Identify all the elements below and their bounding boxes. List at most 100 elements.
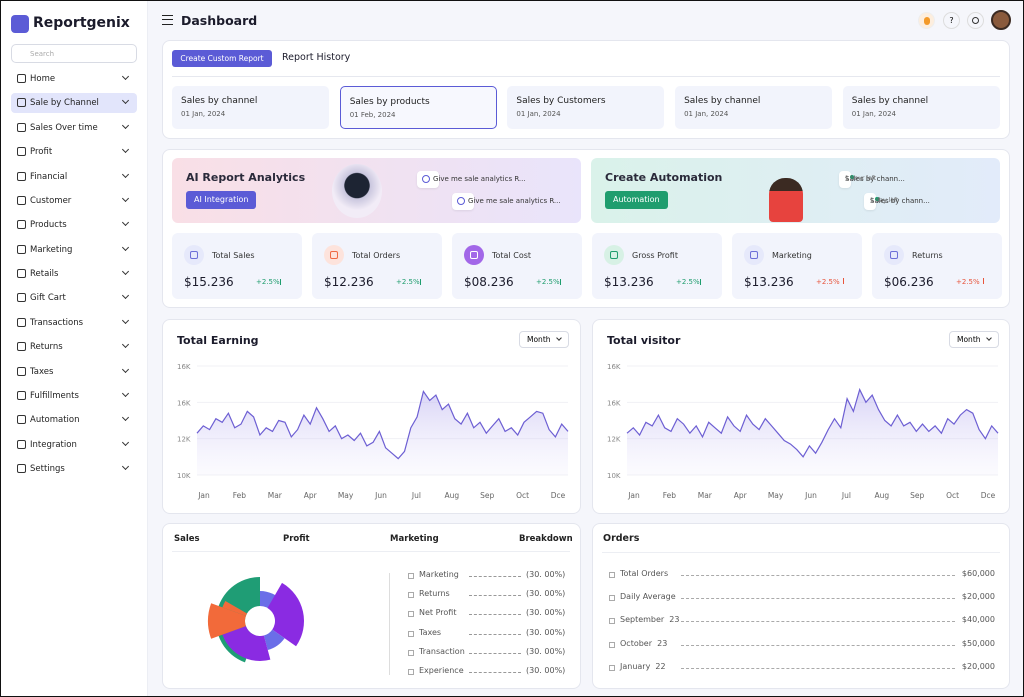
report-card[interactable]: Sales by channel 01 Jan, 2024	[675, 86, 833, 129]
nav-item[interactable]: Financial	[11, 167, 137, 187]
x-tick-label: Jun	[374, 491, 387, 500]
trend-arrow	[980, 278, 985, 284]
y-tick-label: 16K	[177, 363, 191, 371]
kpi-change: +2.5%	[676, 278, 702, 286]
divider	[602, 552, 1000, 553]
nav-icon	[17, 366, 26, 376]
page-title: Dashboard	[181, 13, 258, 28]
kpi-icon	[884, 245, 904, 265]
kpi-change: +2.5%	[396, 278, 422, 286]
leader	[469, 614, 521, 616]
kpi-label: Marketing	[772, 251, 812, 260]
visitor-card	[592, 319, 1010, 514]
tab[interactable]: Sales	[174, 534, 200, 544]
avatar[interactable]	[991, 10, 1011, 30]
nav-item[interactable]: Gift Cart	[11, 288, 137, 308]
nav-item[interactable]: Sales Over time	[11, 118, 137, 138]
tab[interactable]: Marketing	[390, 534, 439, 544]
nav-icon	[17, 98, 26, 108]
order-box	[609, 641, 615, 648]
legend-value: (30. 00%)	[526, 608, 566, 618]
report-card[interactable]: Sales by channel 01 Jan, 2024	[842, 86, 1000, 129]
x-tick-label: Jul	[841, 491, 851, 500]
nav-icon	[17, 74, 26, 83]
nav-icon	[17, 147, 26, 157]
legend-label: Experience	[419, 666, 464, 675]
kpi-label: Gross Profit	[632, 251, 678, 260]
legend-label: Marketing	[419, 570, 459, 579]
kpi-change: +2.5%	[956, 278, 985, 286]
menu-icon[interactable]	[162, 15, 173, 25]
filter-dropdown[interactable]: Month	[949, 331, 999, 348]
polar-segment	[263, 629, 285, 650]
nav-icon	[17, 244, 26, 254]
automation-banner	[591, 158, 1000, 223]
kpi-glyph	[890, 251, 898, 259]
nav-item[interactable]: Automation	[11, 410, 137, 430]
nav-item[interactable]: Taxes	[11, 362, 137, 382]
orders-title: Orders	[603, 533, 640, 544]
legend-value: (30. 00%)	[526, 570, 566, 579]
nav-item[interactable]: Products	[11, 215, 137, 235]
nav-item[interactable]: Profit	[11, 142, 137, 162]
nav-item[interactable]: Fulfillments	[11, 386, 137, 406]
filter-dropdown[interactable]: Month	[519, 331, 569, 348]
create-report-button[interactable]: Create Custom Report	[172, 50, 272, 67]
report-card[interactable]: Sales by channel 01 Jan, 2024	[172, 86, 329, 129]
trend-arrow	[700, 279, 704, 285]
kpi-value: $15.236	[184, 275, 234, 289]
chip-time: 1 hour left	[845, 175, 877, 182]
help[interactable]: ?	[943, 12, 960, 29]
chip: Sales by chann... 1 day left	[864, 193, 930, 210]
nav-item[interactable]: Returns	[11, 337, 137, 357]
nav-icon	[17, 122, 26, 132]
order-box	[609, 664, 615, 671]
kpi-icon	[604, 245, 624, 265]
nav-item[interactable]: Home	[11, 69, 137, 89]
nav-icon	[17, 342, 26, 352]
x-tick-label: Jun	[804, 491, 817, 500]
chip: Sales by chann... 1 hour left	[839, 171, 905, 188]
legend-label: Net Profit	[419, 608, 457, 618]
x-tick-label: Sep	[480, 491, 494, 500]
kpi-icon	[464, 245, 484, 265]
kpi-change: +2.5%	[256, 278, 282, 286]
chat-icon	[422, 175, 430, 183]
chip-text: Sales by chann...	[845, 175, 905, 183]
report-name: Sales by Customers	[516, 96, 606, 106]
y-tick-label: 12K	[607, 436, 621, 444]
tab[interactable]: Breakdown	[519, 534, 573, 544]
polar-segment	[267, 582, 304, 647]
report-card[interactable]: Sales by Customers 01 Jan, 2024	[507, 86, 665, 129]
banner-button[interactable]: AI Integration	[186, 191, 257, 209]
kpi-icon	[184, 245, 204, 265]
leader	[469, 633, 521, 635]
trend-arrow	[420, 279, 424, 285]
legend-box	[408, 611, 414, 618]
x-tick-label: Oct	[516, 491, 529, 500]
kpi-value: $08.236	[464, 275, 514, 289]
nav-item[interactable]: Retails	[11, 264, 137, 284]
tab[interactable]: Profit	[283, 534, 310, 544]
nav-item[interactable]: Settings	[11, 459, 137, 479]
nav-item[interactable]: Transactions	[11, 313, 137, 333]
leader	[681, 644, 955, 646]
nav-item[interactable]: Marketing	[11, 240, 137, 260]
x-tick-label: May	[768, 491, 784, 500]
report-name: Sales by channel	[684, 96, 761, 106]
nav-item[interactable]: Integration	[11, 435, 137, 455]
kpi-label: Total Cost	[492, 251, 532, 260]
report-history-tab[interactable]: Report History	[282, 52, 351, 63]
chip-time: 1 day left	[870, 197, 899, 204]
nav-item[interactable]: Customer	[11, 191, 137, 211]
trend-arrow	[280, 279, 284, 285]
x-tick-label: Aug	[444, 491, 459, 500]
leader	[681, 621, 955, 623]
report-card[interactable]: Sales by products 01 Feb, 2024	[339, 86, 497, 129]
settings-icon[interactable]	[967, 12, 984, 29]
banner-button[interactable]: Automation	[605, 191, 668, 209]
nav-item[interactable]: Sale by Channel	[11, 93, 137, 114]
notification[interactable]	[918, 12, 935, 29]
kpi-tile: Total Sales $15.236 +2.5%	[172, 233, 302, 299]
search[interactable]: Search	[11, 44, 137, 63]
